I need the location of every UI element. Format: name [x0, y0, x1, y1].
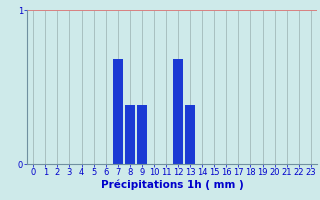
Bar	[173, 59, 183, 164]
Bar	[185, 105, 195, 164]
X-axis label: Précipitations 1h ( mm ): Précipitations 1h ( mm )	[100, 180, 244, 190]
Bar	[137, 105, 147, 164]
Bar	[113, 59, 123, 164]
Bar	[124, 105, 135, 164]
